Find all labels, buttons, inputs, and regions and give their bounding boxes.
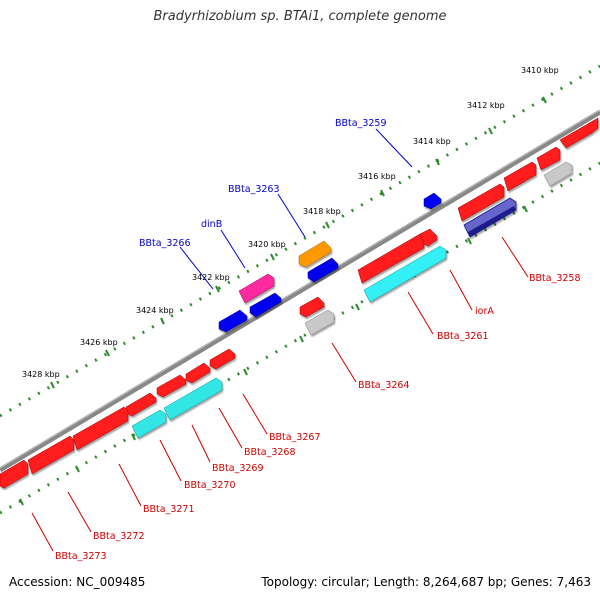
major-tick: [160, 317, 165, 325]
major-tick: [50, 381, 55, 389]
gene-label[interactable]: BBta_3267: [269, 432, 321, 443]
leader-line: [220, 229, 246, 269]
scale-label: 3416 kbp: [358, 172, 396, 181]
leader-line: [159, 439, 182, 482]
gene-arrow[interactable]: [536, 146, 561, 171]
gene-arrow[interactable]: [423, 192, 442, 210]
inner-tick: [467, 237, 472, 245]
leader-line: [191, 424, 211, 463]
gene-label[interactable]: BBta_3261: [437, 331, 489, 342]
leader-line: [118, 463, 142, 507]
gene-arrow[interactable]: [363, 245, 447, 303]
inner-tick: [243, 368, 248, 376]
gene-arrow[interactable]: [304, 309, 335, 336]
major-tick: [488, 127, 493, 135]
leader-line: [31, 512, 54, 552]
gene-arrow[interactable]: [0, 459, 29, 489]
genome-backbone-highlight: [0, 109, 600, 469]
scale-label-group: 3410 kbp 3412 kbp 3414 kbp 3416 kbp 3418…: [19, 66, 559, 506]
scale-label: 3422 kbp: [192, 273, 230, 282]
gene-label[interactable]: iorA: [475, 306, 494, 317]
major-tick: [270, 253, 275, 261]
gene-labels-top: BBta_3259 BBta_3263 dinB BBta_3266: [139, 118, 387, 249]
gene-label[interactable]: BBta_3259: [335, 118, 387, 129]
gene-label[interactable]: BBta_3264: [358, 380, 410, 391]
scale-label: 3428 kbp: [22, 370, 60, 379]
leader-line: [331, 342, 357, 383]
leader-line: [67, 491, 92, 533]
gene-arrow[interactable]: [238, 273, 275, 304]
scale-label: 3420 kbp: [248, 240, 286, 249]
gene-arrow[interactable]: [249, 292, 282, 318]
gene-arrow[interactable]: [185, 362, 211, 384]
gene-label[interactable]: BBta_3273: [55, 551, 107, 562]
leader-line: [179, 246, 214, 290]
genome-backbone: [0, 109, 600, 473]
scale-label: 3418 kbp: [303, 207, 341, 216]
inner-tick: [299, 335, 304, 343]
major-tick: [325, 221, 330, 229]
scale-label: 3426 kbp: [80, 338, 118, 347]
gene-label[interactable]: dinB: [201, 219, 222, 230]
gene-arrow[interactable]: [209, 348, 236, 370]
inner-tick: [131, 433, 136, 441]
gene-arrow[interactable]: [72, 406, 129, 451]
leader-line: [407, 291, 434, 335]
outer-scale-line: [0, 64, 600, 418]
gene-arrow[interactable]: [543, 161, 573, 187]
inner-tick: [19, 498, 24, 506]
gene-labels-bottom: BBta_3258 iorA BBta_3261 BBta_3264 BBta_…: [55, 273, 581, 562]
gene-arrow[interactable]: [131, 409, 167, 439]
gene-arrow[interactable]: [419, 228, 438, 247]
gene-label[interactable]: BBta_3263: [228, 184, 280, 195]
leader-line: [375, 128, 413, 168]
gene-label[interactable]: BBta_3272: [93, 531, 145, 542]
gene-label[interactable]: BBta_3268: [244, 447, 296, 458]
gene-arrow[interactable]: [299, 296, 325, 318]
major-tick: [215, 285, 220, 293]
leader-line: [277, 193, 306, 238]
gene-label[interactable]: BBta_3270: [184, 480, 236, 491]
gene-arrow: [468, 206, 516, 237]
major-tick: [435, 158, 440, 166]
inner-tick: [75, 465, 80, 473]
scale-label: 3414 kbp: [413, 137, 451, 146]
gene-arrow[interactable]: [307, 257, 339, 283]
inner-tick: [523, 205, 528, 213]
inner-tick: [355, 303, 360, 311]
leader-line: [501, 236, 529, 278]
gene-arrow[interactable]: [156, 374, 187, 398]
leader-line: [449, 269, 473, 311]
accession-label: Accession: NC_009485: [9, 575, 146, 589]
gene-arrow[interactable]: [298, 240, 332, 268]
major-tick: [105, 349, 110, 357]
gene-arrow[interactable]: [218, 309, 248, 333]
major-tick: [542, 96, 547, 104]
map-title: Bradyrhizobium sp. BTAi1, complete genom…: [153, 9, 447, 24]
gene-label[interactable]: BBta_3266: [139, 238, 191, 249]
scale-label: 3424 kbp: [136, 306, 174, 315]
scale-label: 3410 kbp: [521, 66, 559, 75]
gene-group: [0, 117, 599, 489]
label-leader-lines: [31, 128, 529, 552]
gene-arrow[interactable]: [503, 161, 537, 192]
gene-label[interactable]: BBta_3269: [212, 463, 264, 474]
gene-arrow[interactable]: [457, 183, 505, 222]
leader-line: [218, 407, 243, 449]
major-tick: [380, 189, 385, 197]
gene-label[interactable]: BBta_3258: [529, 273, 581, 284]
gene-arrow[interactable]: [559, 117, 599, 149]
leader-line: [242, 393, 268, 435]
gene-arrow[interactable]: [163, 377, 223, 421]
gene-label[interactable]: BBta_3271: [143, 504, 195, 515]
gene-arrow[interactable]: [27, 435, 75, 475]
scale-label: 3412 kbp: [467, 101, 505, 110]
gene-arrow[interactable]: [125, 392, 157, 417]
genome-summary: Topology: circular; Length: 8,264,687 bp…: [261, 575, 591, 589]
